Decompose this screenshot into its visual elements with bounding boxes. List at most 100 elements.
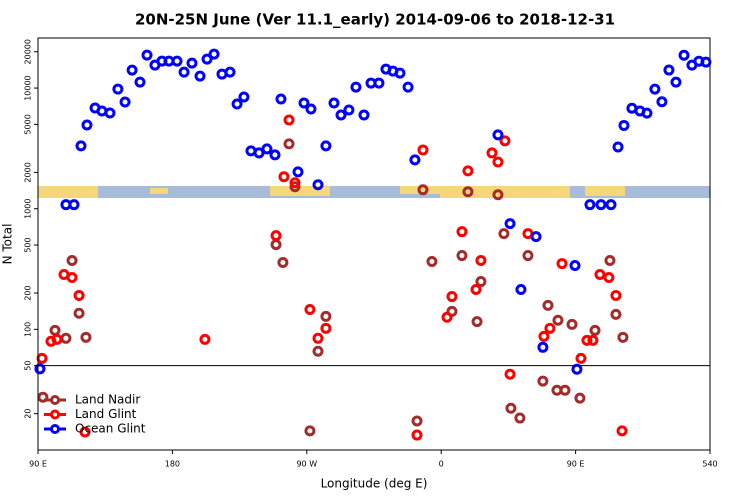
- point: [186, 57, 198, 69]
- point: [320, 322, 332, 334]
- point: [394, 67, 406, 79]
- point: [575, 352, 587, 364]
- point: [171, 55, 183, 67]
- x-tick-label: 90 E: [567, 460, 585, 469]
- point: [456, 226, 468, 238]
- point: [446, 291, 458, 303]
- point: [358, 109, 370, 121]
- point: [656, 96, 668, 108]
- point: [537, 341, 549, 353]
- point: [595, 199, 607, 211]
- legend-label: Ocean Glint: [75, 422, 146, 436]
- point: [373, 77, 385, 89]
- point: [312, 345, 324, 357]
- point: [80, 331, 92, 343]
- point: [134, 76, 146, 88]
- point: [66, 255, 78, 267]
- point: [649, 83, 661, 95]
- point: [475, 255, 487, 267]
- x-axis-label: Longitude (deg E): [321, 477, 428, 491]
- point: [201, 53, 213, 65]
- point: [462, 186, 474, 198]
- x-tick-label: 90 E: [29, 460, 47, 469]
- y-tick-label: 500: [24, 237, 33, 252]
- y-tick-label: 20000: [24, 39, 33, 64]
- point: [610, 289, 622, 301]
- point: [574, 392, 586, 404]
- point: [411, 415, 423, 427]
- point: [112, 83, 124, 95]
- point: [305, 103, 317, 115]
- point: [141, 49, 153, 61]
- legend-label: Land Glint: [75, 407, 137, 421]
- point: [556, 258, 568, 270]
- point: [441, 311, 453, 323]
- point: [604, 255, 616, 267]
- legend-label: Land Nadir: [75, 393, 140, 407]
- point: [320, 310, 332, 322]
- point: [542, 299, 554, 311]
- point: [610, 308, 622, 320]
- y-tick-label: 50: [24, 361, 33, 371]
- point: [522, 250, 534, 262]
- point: [537, 375, 549, 387]
- point: [253, 147, 265, 159]
- point: [470, 283, 482, 295]
- point: [34, 363, 46, 375]
- point: [81, 119, 93, 131]
- y-tick-label: 10000: [24, 75, 33, 100]
- y-tick-label: 200: [24, 285, 33, 300]
- point: [589, 324, 601, 336]
- point: [66, 272, 78, 284]
- point: [670, 76, 682, 88]
- point: [544, 322, 556, 334]
- point: [515, 283, 527, 295]
- point: [678, 49, 690, 61]
- point: [51, 333, 63, 345]
- point: [104, 107, 116, 119]
- point: [462, 165, 474, 177]
- point: [73, 307, 85, 319]
- point: [68, 199, 80, 211]
- point: [538, 330, 550, 342]
- point: [566, 318, 578, 330]
- point: [569, 260, 581, 272]
- point: [328, 97, 340, 109]
- point: [298, 97, 310, 109]
- map-strip: [38, 186, 710, 198]
- point: [514, 412, 526, 424]
- point: [504, 218, 516, 230]
- x-tick-label: 90 W: [296, 460, 317, 469]
- point: [641, 107, 653, 119]
- point: [505, 402, 517, 414]
- point: [594, 268, 606, 280]
- legend-marker: [50, 424, 60, 434]
- point: [335, 109, 347, 121]
- point: [289, 181, 301, 193]
- point: [426, 256, 438, 268]
- point: [612, 141, 624, 153]
- point: [350, 81, 362, 93]
- point: [499, 135, 511, 147]
- point: [194, 70, 206, 82]
- point: [270, 230, 282, 242]
- point: [417, 184, 429, 196]
- point: [208, 48, 220, 60]
- y-tick-label: 1000: [24, 199, 33, 219]
- point: [199, 333, 211, 345]
- point: [616, 425, 628, 437]
- point: [402, 81, 414, 93]
- point: [552, 314, 564, 326]
- point: [320, 140, 332, 152]
- point: [584, 199, 596, 211]
- point: [605, 199, 617, 211]
- y-tick-label: 100: [24, 322, 33, 337]
- y-tick-label: 5000: [24, 114, 33, 134]
- point: [581, 334, 593, 346]
- point: [411, 429, 423, 441]
- point: [231, 98, 243, 110]
- point: [603, 272, 615, 284]
- point: [289, 177, 301, 189]
- point: [663, 64, 675, 76]
